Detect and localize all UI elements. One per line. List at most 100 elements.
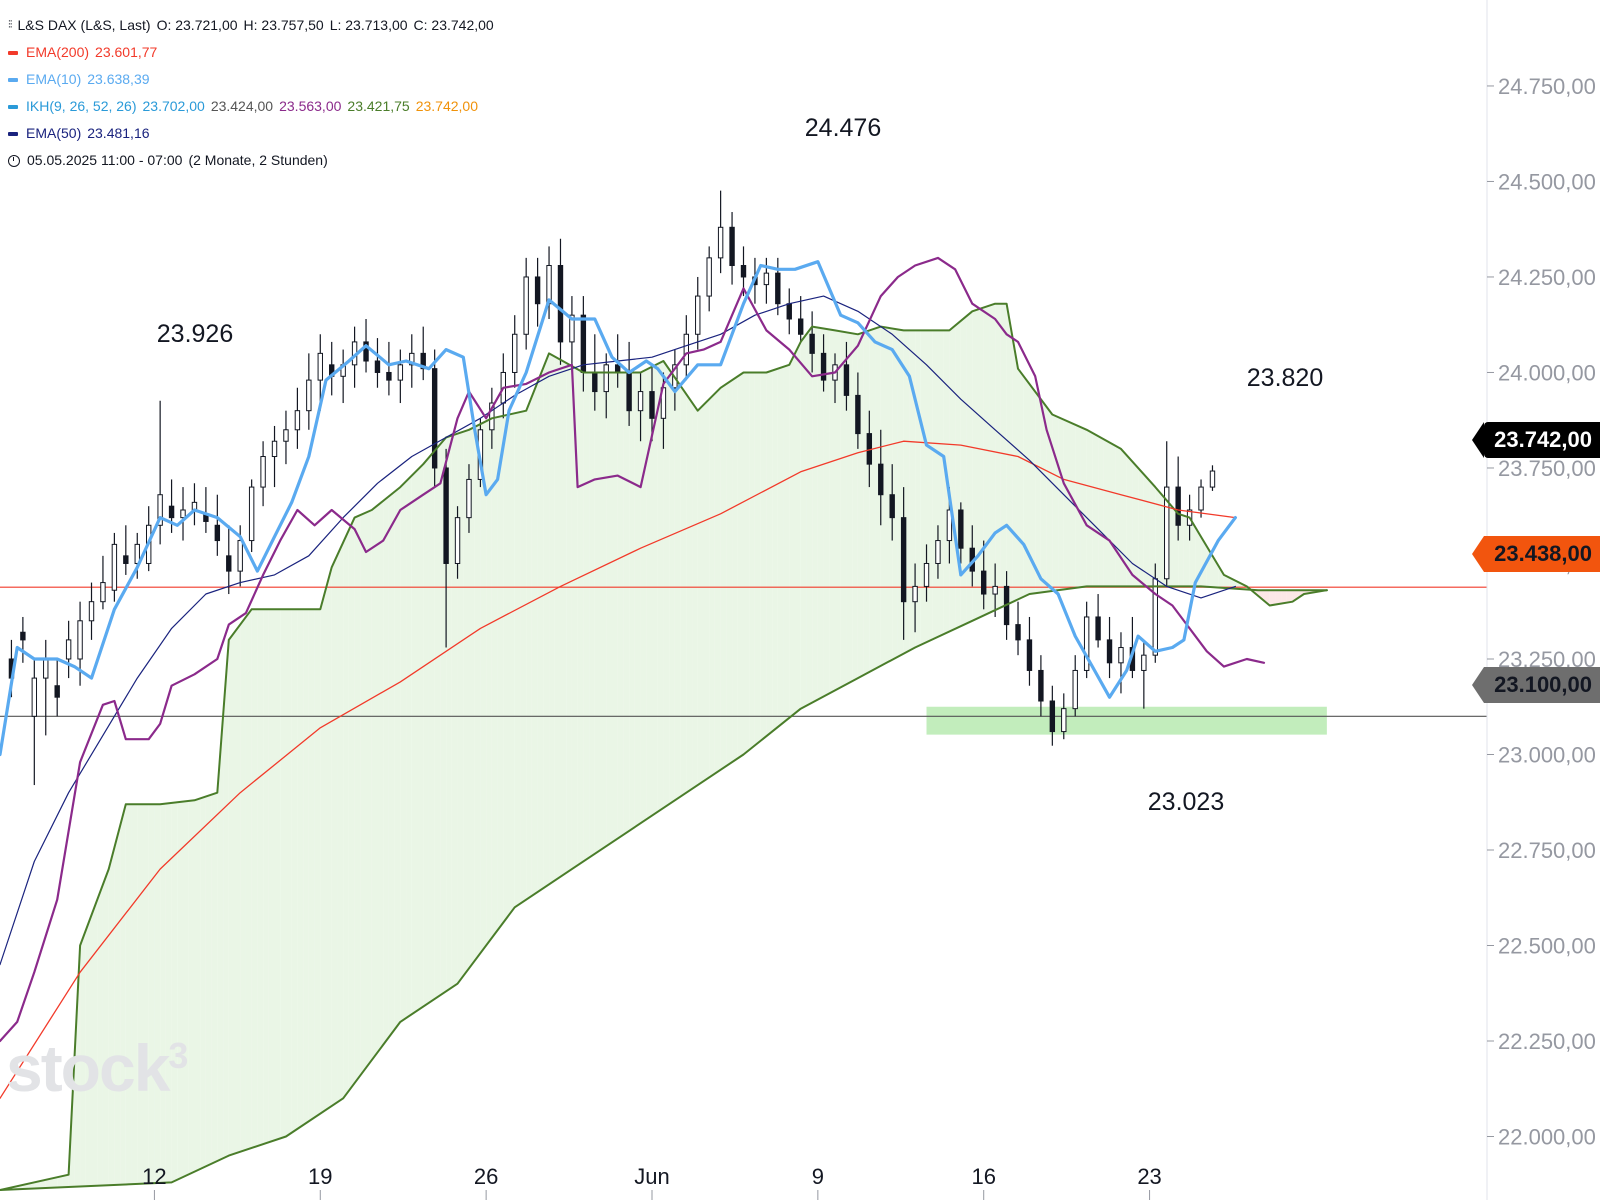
cloud-segment — [1023, 376, 1030, 597]
time-axis: 12 19 26 Jun 9 16 23 — [142, 1164, 1162, 1200]
candle-body — [431, 368, 438, 469]
ema200-name: EMA(200) — [26, 44, 90, 60]
cloud-segment — [1218, 565, 1224, 588]
cloud-segment — [142, 804, 149, 1184]
cloud-segment — [1098, 436, 1104, 587]
cloud-segment — [823, 328, 830, 697]
ikh-chikou-line — [0, 256, 1266, 1043]
cloud-segment — [1281, 590, 1287, 604]
cloud-segment — [863, 330, 870, 676]
cloud-segment — [526, 396, 532, 900]
ema50-value: 23.481,16 — [87, 125, 150, 141]
candle-body — [626, 371, 632, 412]
candle-body — [912, 585, 918, 603]
cloud-segment — [451, 433, 458, 988]
cloud-segment — [1046, 406, 1053, 592]
cloud-segment — [188, 800, 195, 1175]
cloud-segment — [829, 329, 836, 694]
candle-body — [88, 601, 95, 622]
cloud-segment — [777, 366, 784, 727]
candle-body — [271, 440, 278, 458]
cloud-segment — [1012, 336, 1019, 603]
cloud-segment — [686, 394, 693, 793]
cloud-segment — [1058, 417, 1064, 591]
legend-ikh[interactable]: IKH(9, 26, 52, 26) 23.702,00 23.424,00 2… — [8, 93, 500, 120]
cloud-segment — [1092, 432, 1099, 587]
cloud-segment — [1120, 448, 1127, 587]
candle-body — [820, 352, 827, 381]
cloud-segment — [463, 429, 469, 977]
cloud-segment — [772, 368, 778, 732]
cloud-segment — [474, 424, 481, 961]
candle-body — [1061, 708, 1067, 733]
candle-body — [603, 364, 609, 393]
ohlc-open: O: 23.721,00 — [156, 17, 238, 33]
cloud-segment — [1178, 513, 1184, 587]
clock-icon — [8, 154, 20, 167]
candle-body — [363, 341, 369, 362]
price-tick-label: 22.250,00 — [1498, 1029, 1596, 1054]
candle-body — [43, 658, 49, 679]
cloud-segment — [497, 415, 504, 931]
ohlc-high: H: 23.757,50 — [243, 17, 324, 33]
cloud-segment — [257, 609, 264, 1147]
cloud-segment — [1132, 461, 1139, 587]
cloud-segment — [549, 353, 555, 885]
symbol-row[interactable]: ⫶⫶ L&S DAX (L&S, Last) O: 23.721,00 H: 2… — [8, 12, 500, 39]
cloud-segment — [835, 330, 841, 691]
cloud-segment — [886, 327, 893, 663]
cloud-segment — [57, 1175, 63, 1188]
cloud-segment — [560, 359, 567, 877]
candle-body — [614, 364, 621, 373]
candle-body — [637, 391, 644, 412]
cloud-segment — [972, 309, 978, 621]
cloud-segment — [371, 505, 378, 1061]
ema10-value: 23.638,39 — [87, 71, 150, 87]
cloud-segment — [366, 510, 372, 1068]
ikh-swatch — [8, 104, 18, 109]
cloud-segment — [606, 372, 612, 847]
candle-body — [409, 352, 415, 366]
cloud-segment — [308, 609, 315, 1122]
cloud-segment — [62, 1174, 69, 1188]
cloud-segment — [428, 450, 435, 1003]
candle-body — [157, 494, 163, 526]
candle-body — [797, 318, 804, 335]
ikh-kijun-value: 23.424,00 — [210, 98, 274, 114]
annotation-high-24476: 24.476 — [804, 114, 882, 142]
cloud-segment — [1138, 467, 1144, 587]
time-tick-label: 16 — [971, 1164, 995, 1189]
cloud-segment — [983, 305, 990, 616]
cloud-segment — [291, 609, 298, 1133]
annotation-high-23820: 23.820 — [1246, 364, 1324, 392]
cloud-segment — [692, 402, 698, 789]
candle-body — [111, 543, 118, 591]
candle-body — [54, 685, 60, 698]
annotation-high-23926: 23.926 — [156, 320, 234, 348]
candle-body — [306, 379, 312, 412]
cloud-segment — [875, 326, 881, 669]
candle-body — [717, 226, 724, 259]
legend-ema10[interactable]: EMA(10) 23.638,39 — [8, 66, 500, 93]
candle-body — [946, 509, 953, 542]
price-tick-label: 22.500,00 — [1498, 934, 1596, 959]
cloud-segment — [491, 417, 498, 938]
candle-body — [283, 429, 289, 442]
cloud-segment — [1149, 480, 1156, 587]
cloud-segment — [480, 421, 487, 954]
candle-body — [317, 352, 323, 381]
legend-ema200[interactable]: EMA(200) 23.601,77 — [8, 39, 500, 66]
legend-ema50[interactable]: EMA(50) 23.481,16 — [8, 120, 500, 147]
cloud-segment — [1040, 399, 1047, 593]
cloud-segment — [171, 802, 178, 1183]
cloud-segment — [217, 716, 224, 1161]
candle-body — [775, 272, 781, 305]
cloud-segment — [852, 333, 858, 682]
cloud-segment — [394, 487, 401, 1030]
cloud-segment — [732, 376, 738, 763]
candle-body — [546, 265, 552, 305]
cloud-segment — [926, 330, 933, 643]
candle-body — [1083, 616, 1090, 671]
cloud-segment — [280, 609, 286, 1139]
